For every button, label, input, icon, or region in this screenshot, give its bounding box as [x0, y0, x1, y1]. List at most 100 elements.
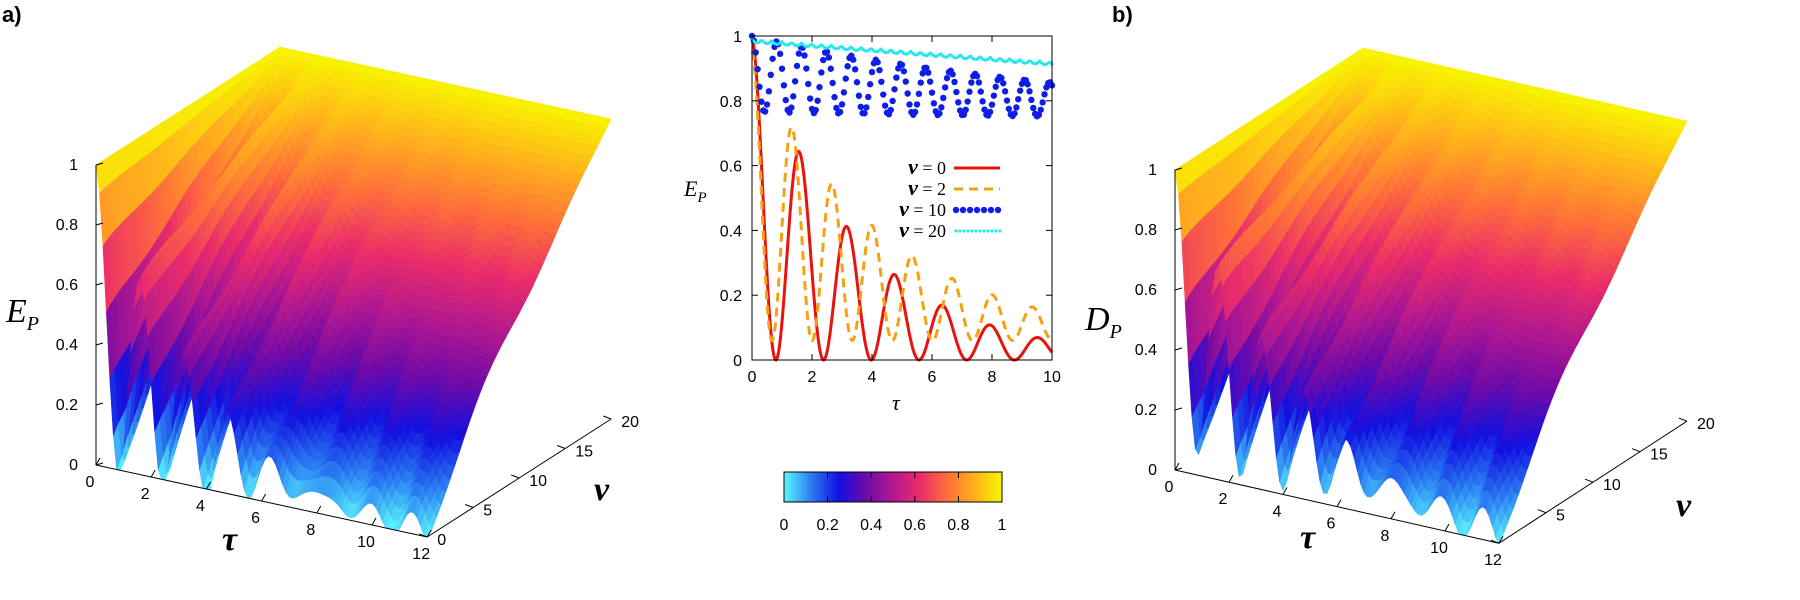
nu-tick-mark — [557, 445, 566, 449]
colorbar-tick-label: 0.6 — [904, 517, 926, 534]
legend-entry: ν = 0 — [908, 154, 1000, 179]
inset-series-point — [962, 106, 969, 114]
legend-swatch-dot — [978, 229, 982, 233]
panel-a-x-label: τ — [222, 521, 238, 558]
inset-series-point — [838, 101, 846, 108]
inset-series-point — [911, 108, 919, 116]
inset-series-point — [790, 93, 797, 100]
tau-tick-mark — [261, 493, 267, 502]
nu-tick-label: 0 — [437, 532, 446, 549]
legend-swatch-dot — [982, 229, 986, 233]
legend-swatch-dot — [954, 229, 958, 233]
panel-a-y-label: ν — [594, 471, 610, 508]
tau-tick-label: 2 — [141, 486, 150, 503]
inset-series-point — [818, 69, 825, 76]
inset-series-point — [827, 65, 834, 72]
inset-series-point — [829, 79, 836, 87]
inset-series-point — [1024, 81, 1031, 88]
inset-series-point — [940, 94, 947, 102]
z-tick-label: 0.2 — [56, 397, 78, 414]
legend-label: ν = 2 — [908, 175, 946, 200]
inset-x-tick-label: 8 — [988, 369, 997, 386]
inset-series-point — [925, 69, 932, 76]
tau-tick-label: 8 — [306, 522, 315, 539]
z-tick-mark — [95, 282, 104, 286]
inset-series-point — [913, 101, 921, 108]
inset-x-label: τ — [892, 390, 901, 415]
inset-series-point — [752, 49, 759, 56]
panel-a-surface — [95, 46, 612, 538]
inset-series-point — [936, 110, 943, 117]
inset-series-point — [1039, 99, 1046, 106]
inset-series-point — [865, 93, 872, 101]
panel-b-surface — [1174, 47, 1688, 544]
colorbar-tick-label: 0.8 — [947, 517, 969, 534]
z-tick-mark — [95, 342, 104, 346]
colorbar-tick-label: 1 — [998, 517, 1007, 534]
inset-series-point — [889, 97, 896, 105]
legend-swatch-dot — [952, 206, 960, 214]
inset-series-point — [812, 106, 819, 114]
inset-series-point — [793, 62, 801, 70]
tau-tick-label: 4 — [196, 498, 205, 515]
inset-series-point — [941, 84, 949, 91]
legend-swatch-dot — [966, 229, 970, 233]
legend-swatch-dot — [970, 229, 974, 233]
inset-series-point — [855, 92, 863, 99]
inset-series-point — [979, 98, 986, 105]
inset-series-point — [930, 100, 938, 107]
colorbar: 0 0.2 0.4 0.6 0.8 1 — [780, 471, 1007, 534]
panel-a-z-label: EP — [5, 293, 39, 335]
inset-series-point — [926, 78, 934, 85]
inset-series-point — [805, 80, 812, 88]
tau-tick-mark — [371, 517, 377, 526]
colorbar-tick-label: 0.2 — [816, 517, 838, 534]
inset-series-point — [990, 92, 998, 99]
z-tick-mark — [95, 402, 104, 406]
inset-series-point — [906, 101, 913, 108]
inset-legend: ν = 0ν = 2ν = 10ν = 20 — [899, 154, 1002, 242]
inset-series-point — [806, 95, 814, 102]
inset-series-point — [776, 50, 784, 58]
inset-x-tick-label: 10 — [1043, 369, 1061, 386]
inset-series-point — [898, 61, 906, 69]
inset-series-point — [791, 78, 799, 85]
inset-series-point — [836, 108, 844, 116]
colorbar-tick-label: 0 — [780, 517, 789, 534]
tau-tick-label: 10 — [357, 534, 375, 551]
inset-series-point — [953, 88, 960, 96]
inset-series-point — [881, 102, 889, 109]
inset-series-point — [758, 98, 765, 105]
tau-tick-label: 6 — [251, 510, 260, 527]
legend-entry: ν = 2 — [908, 175, 1000, 200]
inset-y-tick-label: 0 — [733, 353, 742, 370]
inset-series-point — [842, 75, 849, 82]
inset-x-tick-label: 0 — [748, 369, 757, 386]
inset-series-point — [861, 110, 868, 117]
inset-series-point — [825, 54, 833, 61]
inset-y-tick-label: 0.6 — [720, 159, 742, 176]
legend-swatch-dot — [994, 229, 998, 233]
legend-swatch-dot — [987, 206, 995, 214]
inset-series-point — [938, 104, 945, 111]
inset-series-point — [1015, 96, 1022, 103]
inset-series-point — [928, 89, 936, 96]
inset-series-point — [986, 108, 994, 116]
inset-series-point — [765, 88, 773, 95]
tau-tick-mark — [316, 505, 322, 514]
inset-series-point — [964, 98, 971, 105]
inset-series-point — [943, 74, 951, 82]
inset-series-point — [891, 86, 898, 93]
inset-series-point — [966, 88, 973, 95]
inset-x-tick-label: 6 — [928, 369, 937, 386]
panel-a-label: a) — [2, 2, 22, 27]
inset-series-point — [880, 91, 887, 98]
legend-swatch-dot — [973, 206, 981, 214]
tau-tick-label: 0 — [86, 474, 95, 491]
legend-entry: ν = 10 — [899, 196, 1002, 221]
inset-series-point — [878, 78, 885, 85]
inset-series-point — [887, 106, 894, 114]
inset-series-point — [1005, 105, 1013, 112]
